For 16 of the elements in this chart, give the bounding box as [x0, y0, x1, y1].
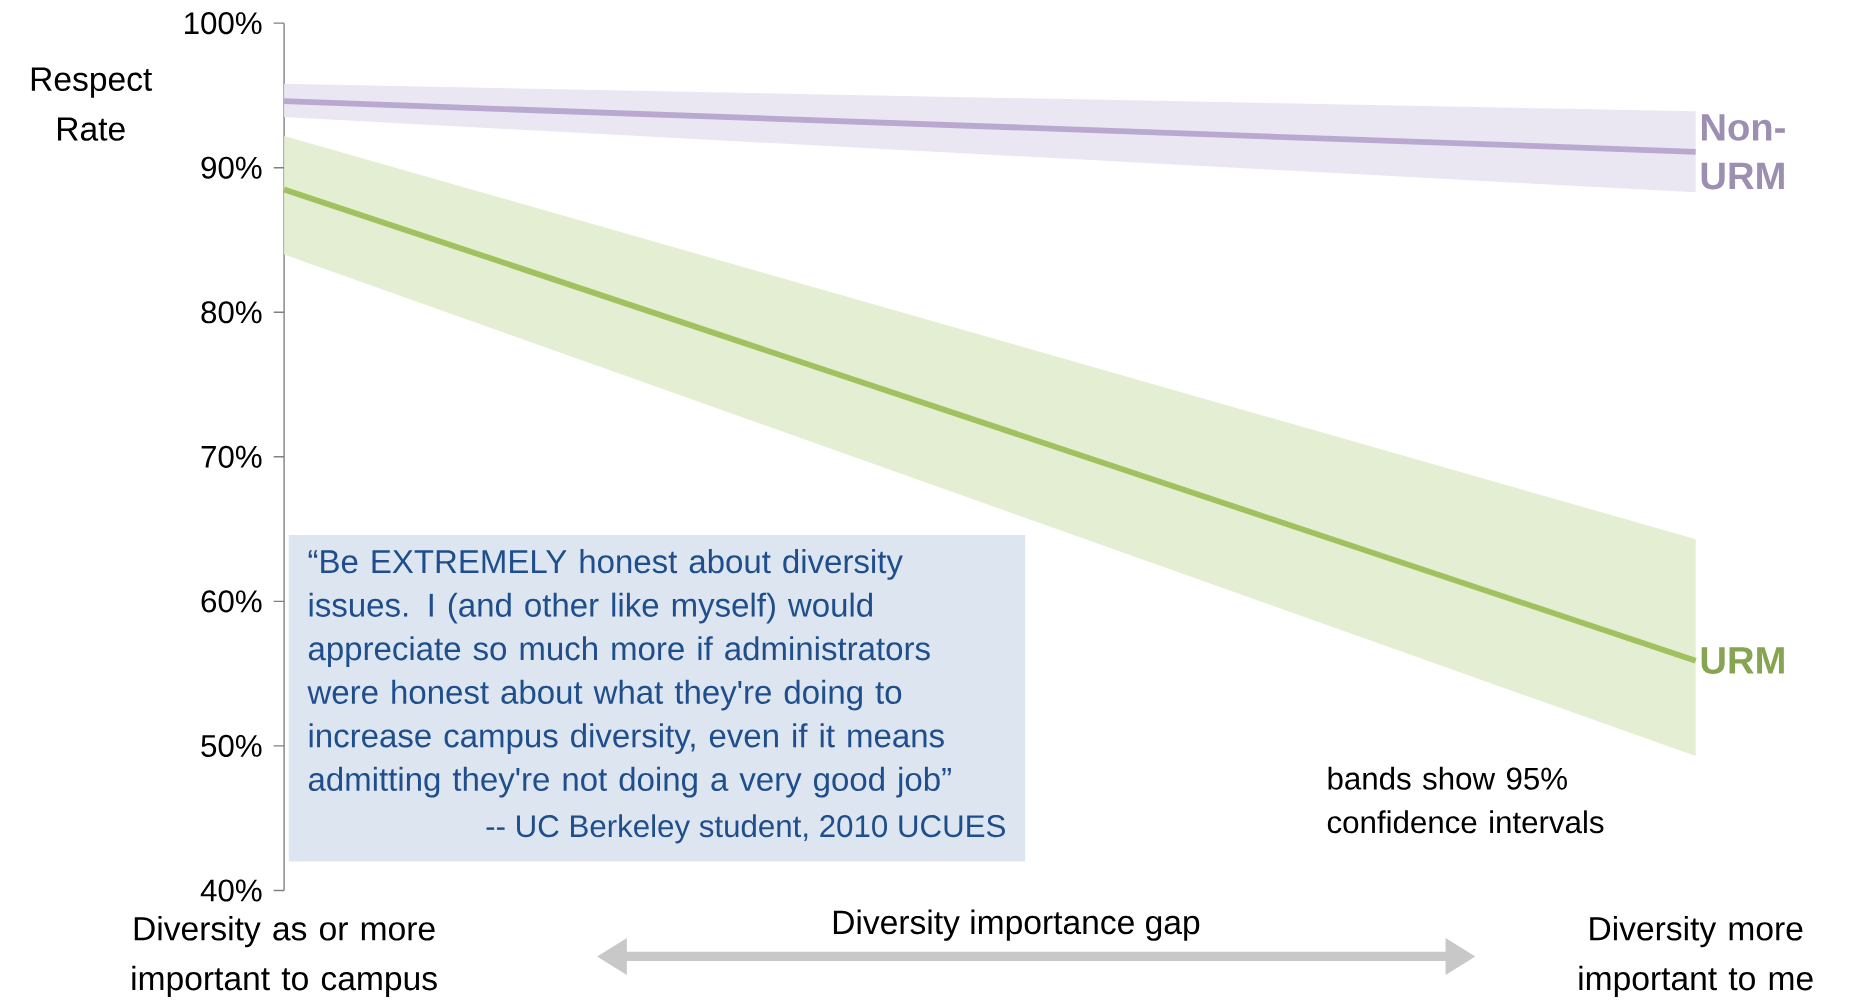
- x-axis-title: Diversity importance gap: [833, 909, 1200, 941]
- y-tick-label: 90%: [201, 156, 262, 179]
- series-label: URM: [1701, 647, 1784, 675]
- annotation: bands show 95% confidence intervals: [1327, 766, 1604, 834]
- y-tick-label: 100%: [185, 12, 262, 35]
- y-tick-label: 40%: [200, 879, 262, 902]
- x-tick-label: Diversity as or more important to campus: [132, 916, 437, 998]
- y-tick-label: 50%: [201, 734, 262, 758]
- series-label: Non-URM: [1701, 114, 1785, 190]
- annotation: -- UC Berkeley student, 2010 UCUES: [486, 814, 1005, 844]
- y-tick-label: 70%: [201, 445, 262, 468]
- annotation: “Be EXTREMELY honest about diversity issues. I (and other like myself) would appreciate so much more if administrators were honest about what they're doing to increase campus diversity, even if it means admitting they're not doing a very good job”: [307, 549, 951, 798]
- y-tick-label: 80%: [201, 301, 262, 324]
- x-tick-label: Diversity more important to me: [1579, 916, 1813, 998]
- y-tick-label: 60%: [201, 590, 262, 613]
- y-axis-title: Respect Rate: [31, 67, 153, 141]
